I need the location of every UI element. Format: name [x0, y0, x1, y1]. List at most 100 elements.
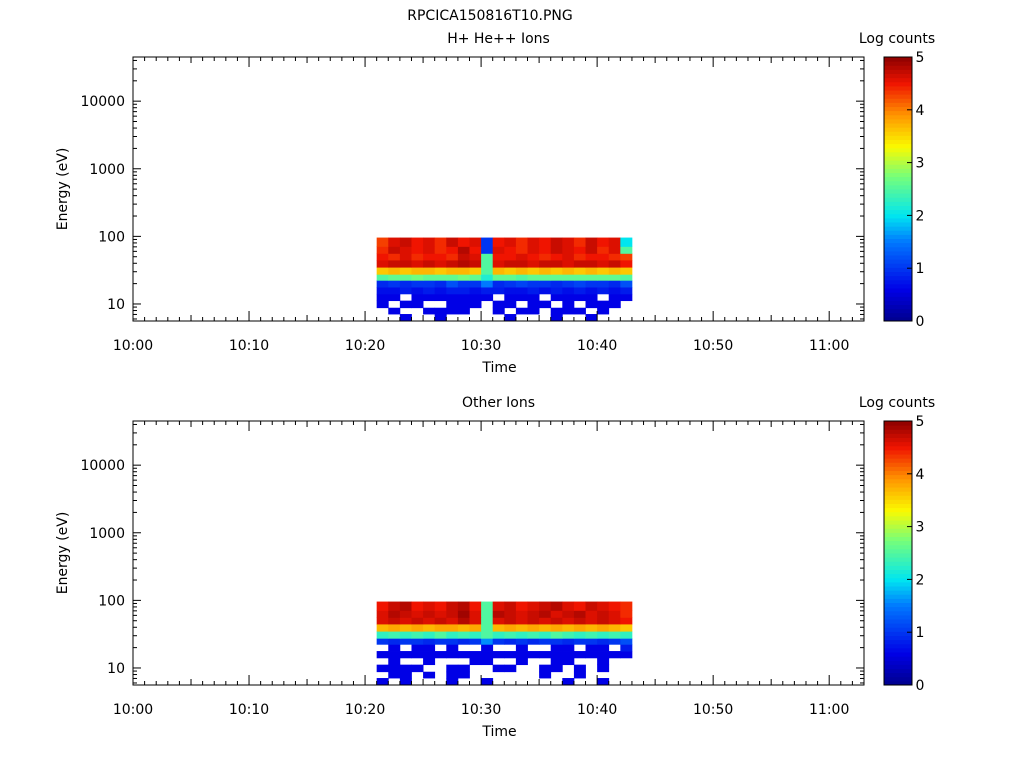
- y-axis-label: Energy (eV): [55, 512, 71, 595]
- heatmap-cell: [597, 287, 610, 295]
- colorbar-segment: [884, 602, 912, 608]
- heatmap-cell: [399, 246, 412, 254]
- colorbar-segment: [884, 106, 912, 112]
- heatmap-cell: [562, 287, 575, 295]
- colorbar-segment: [884, 94, 912, 99]
- heatmap-cell: [434, 246, 447, 254]
- heatmap-cell: [539, 638, 552, 645]
- heatmap-cell: [585, 644, 598, 652]
- colorbar-segment: [884, 631, 912, 637]
- heatmap-cell: [527, 601, 540, 611]
- heatmap-cell: [515, 253, 528, 261]
- x-tick-label: 10:40: [577, 338, 617, 354]
- heatmap-cell: [515, 260, 528, 268]
- heatmap-cell: [388, 307, 401, 315]
- colorbar-segment: [884, 259, 912, 264]
- heatmap-cell: [550, 664, 563, 673]
- heatmap-cell: [434, 617, 447, 625]
- colorbar-segment: [884, 308, 912, 314]
- colorbar-segment: [884, 180, 912, 186]
- heatmap-cell: [515, 624, 528, 632]
- heatmap-cell: [504, 601, 517, 611]
- colorbar-segment: [884, 429, 912, 434]
- heatmap-cell: [562, 274, 575, 281]
- colorbar-segment: [884, 263, 912, 268]
- colorbar-segment: [884, 656, 912, 661]
- heatmap-cell: [597, 651, 610, 659]
- colorbar-segment: [884, 454, 912, 459]
- colorbar-segment: [884, 81, 912, 87]
- heatmap-cell: [562, 307, 575, 315]
- heatmap-cell: [620, 638, 633, 645]
- heatmap-cell: [481, 624, 494, 632]
- heatmap-cell: [376, 610, 389, 618]
- heatmap-cell: [423, 644, 436, 652]
- heatmap-cell: [597, 644, 610, 652]
- colorbar-segment: [884, 222, 912, 227]
- colorbar-tick-label: 5: [916, 50, 925, 66]
- colorbar-segment: [884, 635, 912, 641]
- colorbar-segment: [884, 172, 912, 178]
- heatmap-cell: [434, 267, 447, 275]
- heatmap-cell: [527, 246, 540, 254]
- heatmap-cell: [446, 267, 459, 275]
- heatmap-cell: [539, 601, 552, 611]
- colorbar-segment: [884, 77, 912, 83]
- heatmap-cell: [620, 293, 633, 302]
- heatmap-cell: [562, 246, 575, 254]
- colorbar-segment: [884, 184, 912, 190]
- heatmap-cell: [411, 610, 424, 618]
- heatmap-cell: [411, 644, 424, 652]
- heatmap-cell: [550, 253, 563, 261]
- heatmap-cell: [573, 638, 586, 645]
- heatmap-cell: [608, 237, 621, 247]
- colorbar-segment: [884, 135, 912, 141]
- heatmap-cell: [515, 601, 528, 611]
- heatmap-cell: [562, 601, 575, 611]
- heatmap-cell: [608, 610, 621, 618]
- heatmap-cell: [608, 253, 621, 261]
- heatmap-cell: [573, 601, 586, 611]
- heatmap-cell: [550, 260, 563, 268]
- colorbar-segment: [884, 503, 912, 509]
- heatmap-cell: [388, 664, 401, 673]
- heatmap-cell: [481, 644, 494, 652]
- heatmap-cell: [481, 678, 494, 686]
- colorbar-segment: [884, 110, 912, 116]
- heatmap-cell: [469, 260, 482, 268]
- heatmap-cell: [515, 246, 528, 254]
- colorbar-segment: [884, 557, 912, 562]
- heatmap-cell: [573, 617, 586, 625]
- colorbar-segment: [884, 230, 912, 235]
- heatmap-cell: [562, 624, 575, 632]
- heatmap-cell: [376, 253, 389, 261]
- heatmap-cell: [515, 651, 528, 659]
- heatmap-cell: [376, 651, 389, 659]
- heatmap-cell: [550, 246, 563, 254]
- heatmap-cell: [446, 300, 459, 309]
- heatmap-cell: [446, 280, 459, 288]
- heatmap-cell: [434, 253, 447, 261]
- heatmap-cell: [608, 280, 621, 288]
- heatmap-cell: [388, 287, 401, 295]
- panel-title: Other Ions: [462, 395, 535, 411]
- heatmap-cell: [585, 267, 598, 275]
- heatmap-cell: [457, 651, 470, 659]
- colorbar-segment: [884, 300, 912, 306]
- heatmap-cell: [527, 624, 540, 632]
- heatmap-cell: [446, 644, 459, 652]
- heatmap-cell: [388, 651, 401, 659]
- heatmap-cell: [423, 260, 436, 268]
- heatmap-cell: [515, 280, 528, 288]
- heatmap-cell: [527, 274, 540, 281]
- y-tick-label: 10: [107, 661, 125, 677]
- heatmap-cell: [504, 260, 517, 268]
- heatmap-cell: [492, 280, 505, 288]
- colorbar-segment: [884, 676, 912, 682]
- heatmap-cell: [469, 617, 482, 625]
- heatmap-cell: [573, 260, 586, 268]
- heatmap-cell: [539, 287, 552, 295]
- heatmap-cell: [608, 631, 621, 639]
- heatmap-cell: [434, 610, 447, 618]
- heatmap-cell: [399, 274, 412, 281]
